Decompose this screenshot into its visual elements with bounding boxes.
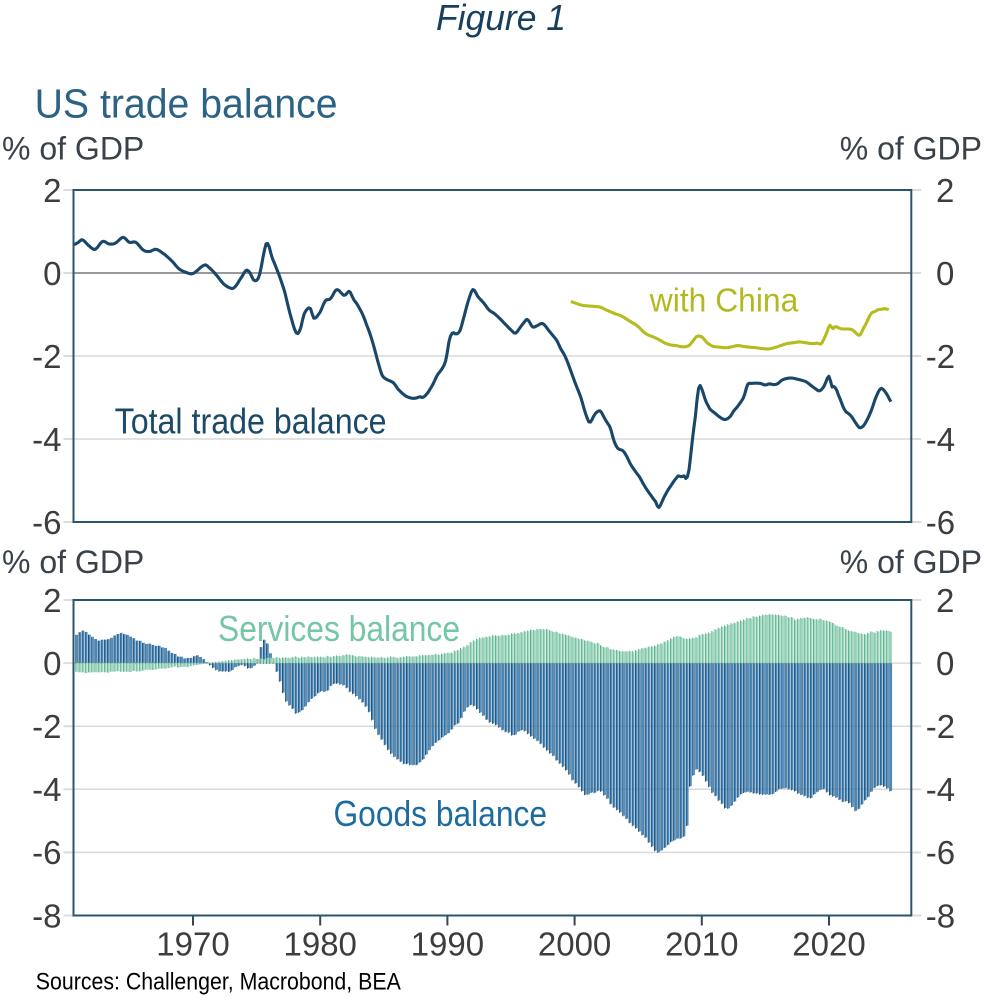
svg-text:0: 0	[936, 255, 954, 292]
svg-text:% of GDP: % of GDP	[2, 544, 144, 580]
svg-text:0: 0	[43, 255, 61, 292]
svg-text:1990: 1990	[411, 926, 484, 963]
svg-text:2010: 2010	[665, 926, 738, 963]
svg-text:2020: 2020	[792, 926, 865, 963]
svg-text:-6: -6	[32, 834, 61, 871]
svg-text:Goods balance: Goods balance	[334, 793, 548, 834]
svg-text:% of GDP: % of GDP	[2, 131, 144, 167]
svg-text:with China: with China	[649, 282, 799, 319]
svg-text:0: 0	[936, 645, 954, 682]
svg-text:-4: -4	[926, 771, 955, 808]
svg-text:% of GDP: % of GDP	[840, 131, 982, 167]
svg-text:0: 0	[43, 645, 61, 682]
svg-text:2: 2	[936, 172, 954, 209]
svg-text:-2: -2	[32, 708, 61, 745]
svg-text:2000: 2000	[538, 926, 611, 963]
svg-text:-6: -6	[926, 504, 955, 541]
svg-text:-4: -4	[32, 771, 61, 808]
svg-text:-8: -8	[32, 897, 61, 934]
svg-text:2: 2	[43, 582, 61, 619]
svg-text:Figure 1: Figure 1	[436, 0, 566, 38]
svg-text:-2: -2	[926, 708, 955, 745]
svg-text:-8: -8	[926, 897, 955, 934]
svg-text:-4: -4	[32, 421, 61, 458]
svg-text:Services balance: Services balance	[218, 608, 460, 649]
svg-text:-4: -4	[926, 421, 955, 458]
svg-text:Sources: Challenger, Macrobond: Sources: Challenger, Macrobond, BEA	[36, 969, 402, 996]
svg-text:-2: -2	[926, 338, 955, 375]
svg-text:2: 2	[936, 582, 954, 619]
svg-text:-2: -2	[32, 338, 61, 375]
svg-text:-6: -6	[32, 504, 61, 541]
svg-text:US trade balance: US trade balance	[35, 81, 338, 127]
svg-text:% of GDP: % of GDP	[840, 544, 982, 580]
svg-text:Total trade balance: Total trade balance	[115, 401, 387, 442]
svg-text:1970: 1970	[156, 926, 229, 963]
svg-text:-6: -6	[926, 834, 955, 871]
svg-text:1980: 1980	[283, 926, 356, 963]
svg-text:2: 2	[43, 172, 61, 209]
